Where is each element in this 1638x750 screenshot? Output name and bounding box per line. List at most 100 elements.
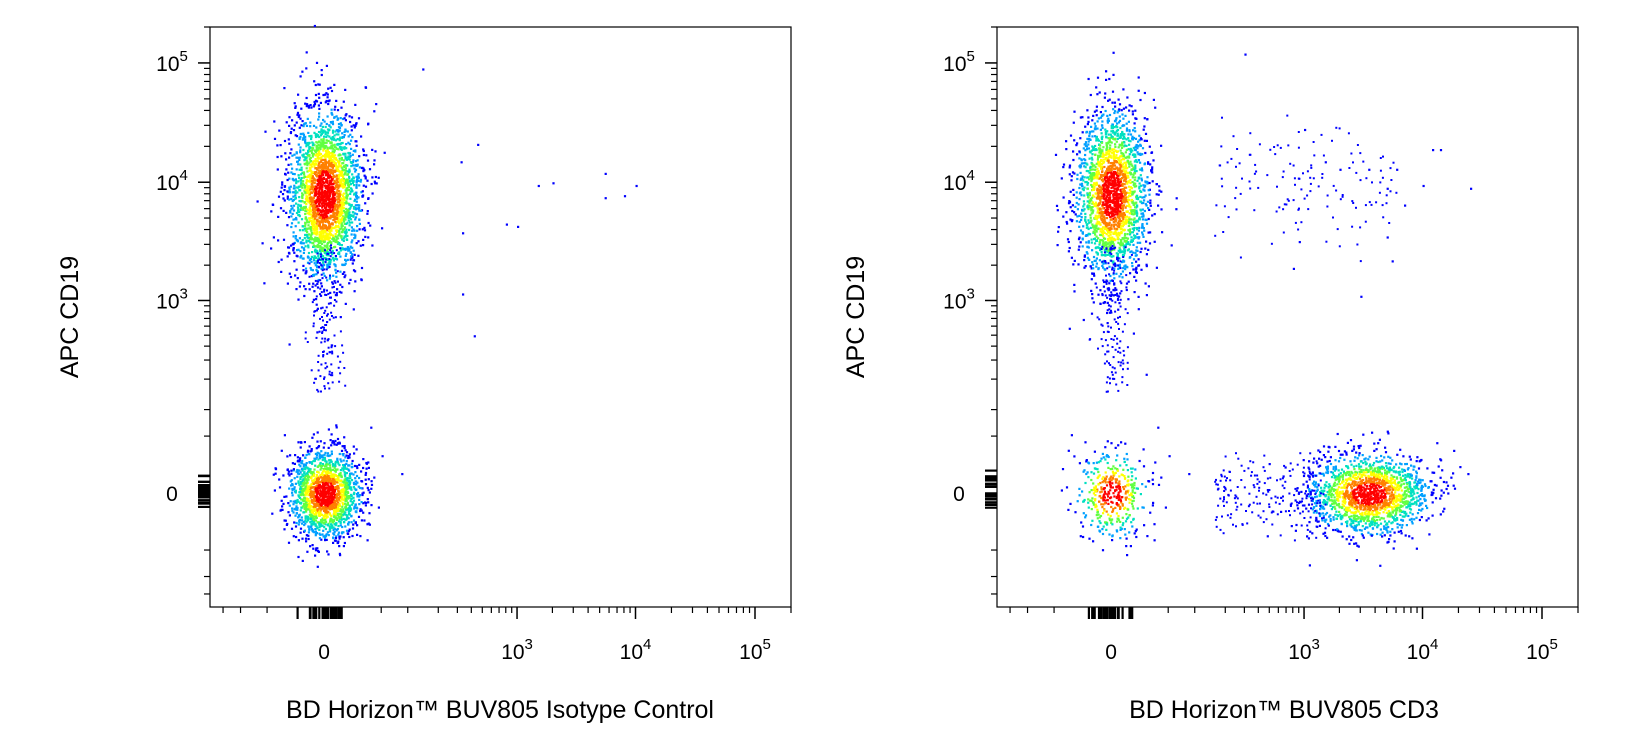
event-dot xyxy=(1134,155,1137,158)
event-dot xyxy=(319,259,322,262)
event-dot xyxy=(1122,168,1125,171)
event-dot xyxy=(320,450,323,453)
event-dot xyxy=(340,158,343,161)
event-dot xyxy=(326,263,329,266)
event-dot xyxy=(328,318,331,321)
event-dot xyxy=(303,237,306,240)
event-dot xyxy=(1101,227,1104,230)
event-dot xyxy=(310,237,313,240)
event-dot xyxy=(332,182,335,185)
event-dot xyxy=(312,227,315,231)
event-dot xyxy=(298,285,301,288)
event-dot xyxy=(331,256,335,259)
event-dot xyxy=(353,505,356,508)
event-dot xyxy=(333,539,337,542)
event-dot xyxy=(345,188,348,191)
event-dot xyxy=(299,478,302,481)
event-dot xyxy=(362,149,365,153)
event-dot xyxy=(330,479,333,482)
event-dot xyxy=(321,195,324,198)
event-dot xyxy=(338,441,341,444)
event-dot xyxy=(331,253,334,256)
event-dot xyxy=(328,240,331,243)
event-dot xyxy=(349,187,353,190)
event-dot xyxy=(329,439,332,442)
event-dot xyxy=(328,170,331,174)
event-dot xyxy=(302,125,305,128)
event-dot xyxy=(311,511,315,514)
event-dot xyxy=(337,221,341,224)
event-dot xyxy=(305,208,308,211)
event-dot xyxy=(315,198,318,202)
event-dot xyxy=(340,206,343,209)
event-dot xyxy=(341,453,344,456)
event-dot xyxy=(334,439,337,443)
event-dot xyxy=(1117,146,1120,149)
event-dot xyxy=(1112,170,1115,173)
event-dot xyxy=(355,506,358,509)
event-dot xyxy=(351,253,354,256)
event-dot xyxy=(335,182,338,185)
event-dot xyxy=(322,483,325,486)
event-dot xyxy=(302,176,305,179)
event-dot xyxy=(358,503,361,506)
event-dot xyxy=(337,226,340,229)
event-dot xyxy=(272,236,275,239)
event-dot xyxy=(335,494,338,498)
event-dot xyxy=(334,460,337,463)
event-dot xyxy=(324,236,327,239)
event-dot xyxy=(320,264,323,267)
event-dot xyxy=(326,279,329,282)
event-dot xyxy=(360,487,363,490)
event-dot xyxy=(296,249,299,252)
event-dot xyxy=(327,446,330,449)
event-dot xyxy=(320,143,323,146)
event-dot xyxy=(334,191,337,194)
event-dot xyxy=(308,288,311,291)
event-dot xyxy=(320,499,323,502)
event-dot xyxy=(294,501,297,504)
event-dot xyxy=(301,225,304,228)
event-dot xyxy=(318,221,321,224)
event-dot xyxy=(315,485,318,488)
event-dot xyxy=(333,226,336,229)
event-dot xyxy=(314,158,317,161)
event-dot xyxy=(323,453,326,456)
event-dot xyxy=(339,316,342,319)
event-dot xyxy=(305,124,309,127)
event-dot xyxy=(289,500,292,503)
event-dot xyxy=(348,171,351,174)
event-dot xyxy=(323,376,326,379)
event-dot xyxy=(288,198,291,201)
event-dot xyxy=(329,519,332,522)
event-dot xyxy=(320,242,324,245)
event-dot xyxy=(355,194,358,198)
event-dot xyxy=(363,501,367,504)
event-dot xyxy=(354,204,357,207)
event-dot xyxy=(340,460,343,463)
event-dot xyxy=(331,381,334,384)
event-dot xyxy=(335,115,338,118)
event-dot xyxy=(316,187,319,190)
event-dot xyxy=(305,202,308,205)
event-dot xyxy=(317,445,321,448)
event-dot xyxy=(358,486,362,490)
event-dot xyxy=(310,136,313,139)
event-dot xyxy=(339,249,342,252)
event-dot xyxy=(1122,172,1125,175)
event-dot xyxy=(331,113,334,116)
event-dot xyxy=(311,544,314,547)
event-dot xyxy=(336,505,340,508)
event-dot xyxy=(1116,225,1119,228)
event-dot xyxy=(341,162,344,165)
event-dot xyxy=(328,99,331,102)
event-dot xyxy=(332,203,335,206)
event-dot xyxy=(303,227,306,230)
event-dot xyxy=(357,176,360,179)
event-dot xyxy=(335,271,338,274)
event-dot xyxy=(354,160,358,163)
event-dot xyxy=(324,481,328,485)
event-dot xyxy=(339,330,342,333)
event-dot xyxy=(1114,149,1117,152)
